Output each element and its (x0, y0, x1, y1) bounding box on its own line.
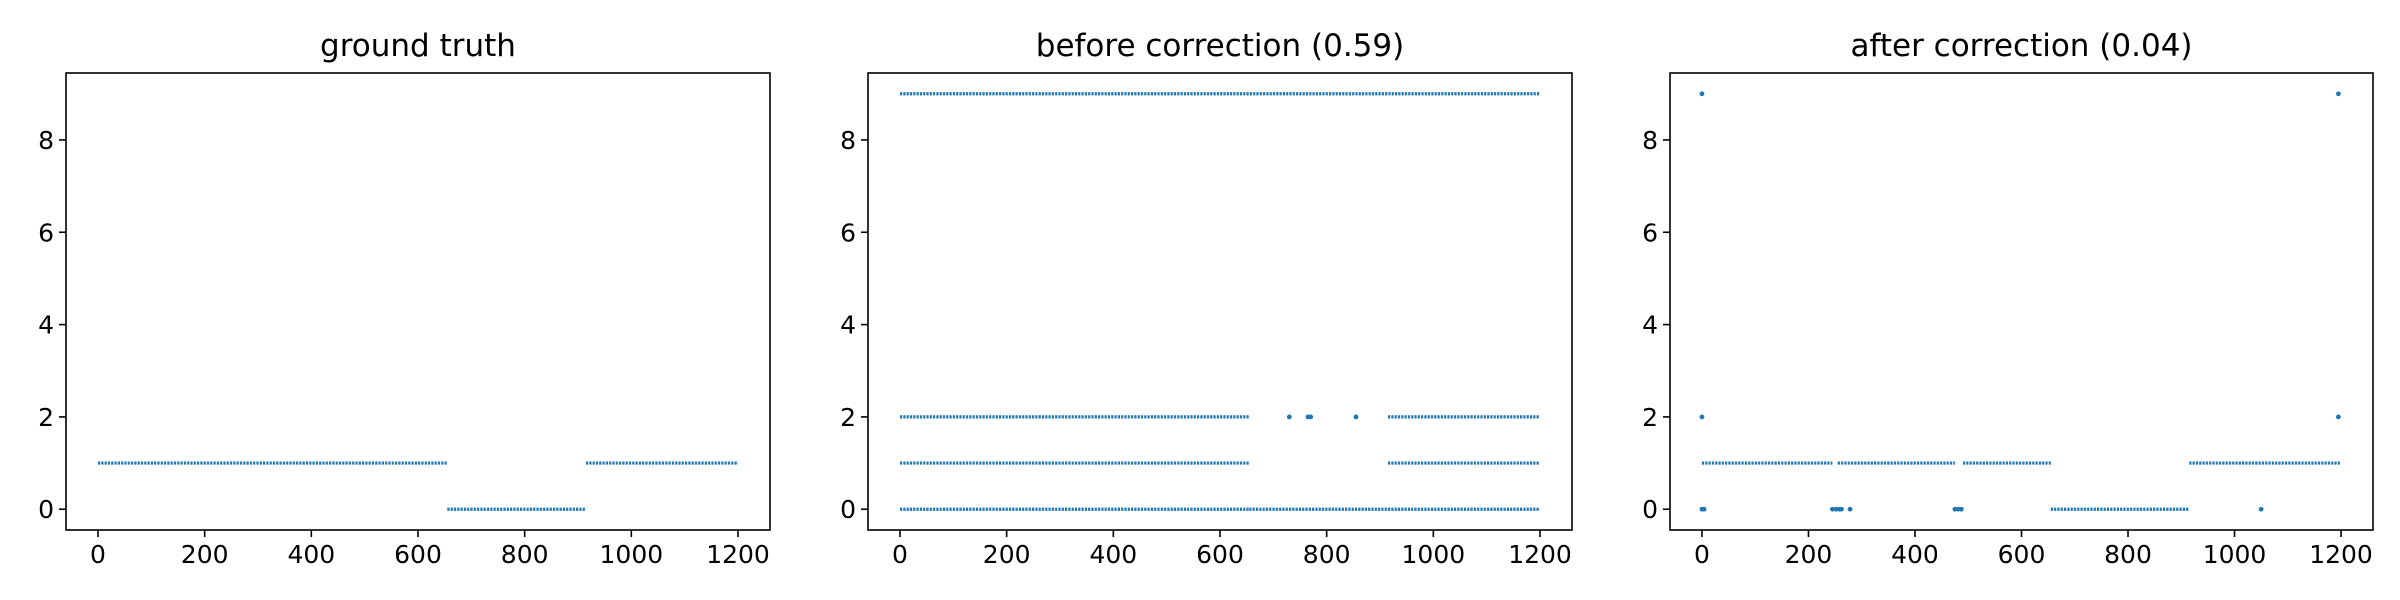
y-tick-label-0: 0 (1642, 495, 1658, 524)
x-tick-label-1200: 1200 (2309, 540, 2373, 569)
chart-panel-2: before correction (0.59) 0 200 400 600 800 100… (840, 28, 1573, 569)
y-tick-label-0: 0 (840, 495, 856, 524)
x-tick-label-200: 200 (983, 540, 1031, 569)
x-tick-label-600: 600 (1998, 540, 2046, 569)
y-tick-label-8: 8 (840, 126, 856, 155)
chart-panel-3: after correction (0.04) 0 200 400 600 800 1000… (1642, 28, 2374, 569)
data-point-8 (1839, 506, 1844, 512)
x-tick-label-600: 600 (1196, 540, 1244, 569)
data-point-5 (1830, 506, 1835, 512)
x-tick-label-400: 400 (1089, 540, 1137, 569)
data-point-13 (2258, 506, 2264, 512)
data-point-4 (1701, 506, 1707, 512)
x-tick-label-0: 0 (892, 540, 908, 569)
x-tick-label-800: 800 (501, 540, 549, 569)
x-tick-label-400: 400 (1891, 540, 1939, 569)
x-tick-label-0: 0 (90, 540, 106, 569)
x-tick-label-400: 400 (287, 540, 335, 569)
y-tick-label-6: 6 (38, 218, 54, 247)
data-point-2 (1699, 414, 1705, 420)
x-tick-label-0: 0 (1694, 540, 1710, 569)
y-tick-label-4: 4 (840, 311, 856, 340)
chart-title: before correction (0.59) (1036, 28, 1404, 64)
x-tick-label-1000: 1000 (600, 540, 664, 569)
chart-title: after correction (0.04) (1850, 28, 2192, 64)
y-tick-label-6: 6 (1642, 218, 1658, 247)
x-tick-label-600: 600 (394, 540, 442, 569)
x-tick-label-800: 800 (2104, 540, 2152, 569)
y-tick-label-8: 8 (1642, 126, 1658, 155)
x-tick-label-200: 200 (181, 540, 229, 569)
y-tick-label-0: 0 (38, 495, 54, 524)
chart-title: ground truth (320, 28, 516, 64)
data-point-1 (1286, 414, 1292, 420)
x-tick-label-1000: 1000 (2203, 540, 2267, 569)
data-point-3 (1308, 414, 1314, 420)
data-point-12 (1958, 506, 1964, 512)
x-tick-label-800: 800 (1303, 540, 1351, 569)
y-tick-label-8: 8 (38, 126, 54, 155)
chart-panel-1: ground truth 0 200 400 600 800 1000 1200 0 2 4 6 8 (38, 28, 771, 569)
y-tick-label-2: 2 (38, 403, 54, 432)
y-tick-label-2: 2 (840, 403, 856, 432)
x-tick-label-1200: 1200 (1508, 540, 1572, 569)
data-point-14 (2335, 91, 2341, 97)
x-tick-label-1000: 1000 (1402, 540, 1466, 569)
data-point-1 (1699, 91, 1705, 97)
y-tick-label-2: 2 (1642, 403, 1658, 432)
x-tick-label-1200: 1200 (706, 540, 770, 569)
data-point-15 (2335, 414, 2341, 420)
y-tick-label-4: 4 (38, 311, 54, 340)
data-point-4 (1353, 414, 1359, 420)
data-point-9 (1847, 506, 1853, 512)
y-tick-label-4: 4 (1642, 311, 1658, 340)
x-tick-label-200: 200 (1785, 540, 1833, 569)
y-tick-label-6: 6 (840, 218, 856, 247)
